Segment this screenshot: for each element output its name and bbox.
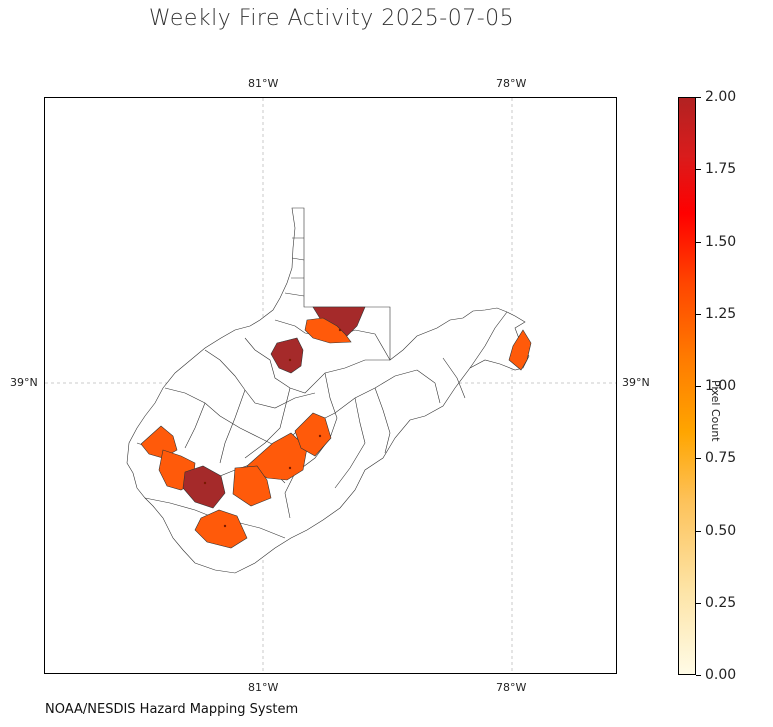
eastern-borders <box>416 311 508 404</box>
lon-label-top-78w: 78°W <box>496 77 527 90</box>
colorbar-tick <box>696 314 701 315</box>
detection-point <box>288 466 292 470</box>
colorbar-label: 1.00 <box>705 378 737 394</box>
lon-label-bottom-78w: 78°W <box>496 681 527 694</box>
chart-title: Weekly Fire Activity 2025-07-05 <box>148 6 515 31</box>
west-virginia-outline <box>126 207 530 574</box>
fire-counties <box>140 306 532 549</box>
colorbar-title: Pixel Count <box>709 380 722 442</box>
colorbar-label: 0.25 <box>705 595 737 611</box>
colorbar-label: 0.50 <box>705 523 737 539</box>
colorbar-tick <box>696 97 701 98</box>
colorbar-label: 0.00 <box>705 667 737 683</box>
colorbar-tick <box>696 242 701 243</box>
county-central-c[interactable] <box>294 412 332 457</box>
colorbar-tick <box>696 458 701 459</box>
north-borders-b <box>244 337 390 394</box>
colorbar-label: 1.25 <box>705 306 737 322</box>
colorbar-tick <box>696 169 701 170</box>
northern-panhandle-borders <box>284 237 305 297</box>
source-credit: NOAA/NESDIS Hazard Mapping System <box>45 702 299 717</box>
lon-label-top-81w: 81°W <box>248 77 279 90</box>
colorbar-tick <box>696 675 701 676</box>
county-northcentral[interactable] <box>270 337 304 374</box>
fire-detection-points <box>203 328 342 528</box>
colorbar-label: 1.75 <box>705 161 737 177</box>
county-southwest-a[interactable] <box>140 425 178 459</box>
detection-point <box>288 358 292 362</box>
colorbar-tick <box>696 603 701 604</box>
county-borders <box>136 237 508 539</box>
map-canvas <box>45 98 616 673</box>
county-south-central[interactable] <box>182 465 226 509</box>
lon-label-bottom-81w: 81°W <box>248 681 279 694</box>
vertical-borders-b <box>334 387 391 489</box>
lat-label-left-39n: 39°N <box>10 376 38 389</box>
detection-point <box>223 524 227 528</box>
colorbar-label: 1.50 <box>705 234 737 250</box>
central-borders-a <box>204 349 316 409</box>
detection-point <box>203 481 207 485</box>
county-central-a[interactable] <box>246 432 308 481</box>
colorbar-tick <box>696 531 701 532</box>
colorbar-tick <box>696 386 701 387</box>
colorbar-label: 0.75 <box>705 450 737 466</box>
map-frame[interactable] <box>44 97 617 674</box>
lat-label-right-39n: 39°N <box>622 376 650 389</box>
county-central-b[interactable] <box>232 465 272 507</box>
colorbar <box>678 97 696 675</box>
detection-point <box>338 328 342 332</box>
western-borders <box>184 389 246 464</box>
county-north-panhandle-b[interactable] <box>304 317 352 344</box>
county-eastern-panhandle[interactable] <box>508 329 532 371</box>
state-outline <box>126 207 530 574</box>
county-south[interactable] <box>194 509 248 549</box>
detection-point <box>318 434 322 438</box>
colorbar-label: 2.00 <box>705 89 737 105</box>
